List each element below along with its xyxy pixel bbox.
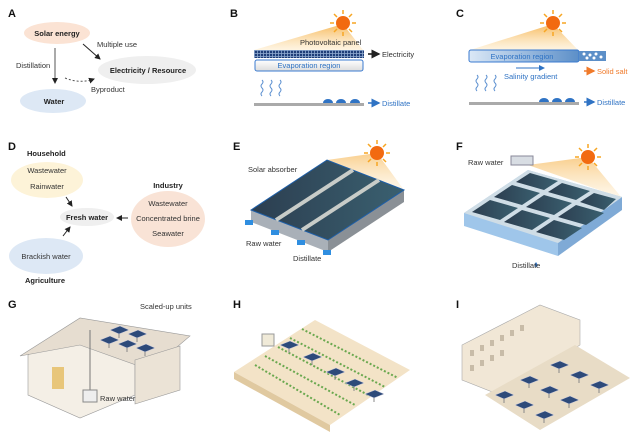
raw-water-label: Raw water	[468, 158, 504, 167]
panel-label-h: H	[233, 299, 241, 311]
raw-water-label: Raw water	[246, 239, 282, 248]
byproduct-label: Byproduct	[91, 85, 126, 94]
industry-title: Industry	[153, 181, 183, 190]
sunlight-beam	[327, 153, 404, 190]
distillate-output: Distillate	[597, 98, 625, 107]
electricity-label: Electricity / Resource	[110, 66, 186, 75]
panel-i: I	[456, 299, 630, 430]
water-label: Water	[44, 97, 65, 106]
gap	[274, 168, 355, 222]
raw-water-tank	[510, 155, 534, 166]
distillate-output: Distillate	[382, 99, 410, 108]
multiple-use-arrow	[82, 43, 101, 60]
vapor-icon	[475, 74, 479, 92]
panel-e: E Solar absorber Raw water Distillate	[233, 139, 406, 263]
arrow	[65, 196, 73, 207]
panel-label-i: I	[456, 299, 459, 311]
agriculture-node	[9, 238, 83, 274]
panel-label-b: B	[230, 8, 238, 20]
water-node	[20, 89, 86, 113]
units-label: Scaled-up units	[140, 302, 192, 311]
droplets	[539, 98, 575, 102]
panel-f: F Raw water Distillate	[456, 141, 622, 270]
industry-item: Wastewater	[148, 199, 188, 208]
electricity-node	[98, 56, 196, 84]
evaporation-label: Evaporation region	[491, 52, 554, 61]
multiple-use-label: Multiple use	[97, 40, 137, 49]
fresh-water-node	[60, 208, 114, 226]
arrow	[62, 226, 71, 237]
photovoltaic-panel	[254, 50, 364, 58]
household-item: Wastewater	[27, 166, 67, 175]
electricity-output: Electricity	[382, 50, 414, 59]
household-node	[11, 162, 83, 198]
salt-crystal-dots	[582, 52, 603, 60]
water-channels	[245, 220, 331, 255]
vapor-icon	[269, 79, 273, 97]
panel-label-g: G	[8, 299, 17, 311]
crop-rows	[254, 328, 399, 416]
distillation-label: Distillation	[16, 61, 50, 70]
vapor-icon	[260, 79, 264, 97]
sunlight-beam	[470, 24, 578, 50]
panel-label-f: F	[456, 141, 463, 153]
household-title: Household	[27, 149, 66, 158]
raw-water-label: Raw water	[100, 394, 136, 403]
panel-a: A Solar energy Electricity / Resource Wa…	[8, 8, 196, 113]
salinity-label: Salinity gradient	[504, 72, 558, 81]
sunlight-beam	[528, 157, 622, 198]
solar-energy-label: Solar energy	[34, 29, 80, 38]
farm-field	[234, 320, 410, 425]
house-side	[134, 345, 181, 405]
gap	[300, 178, 381, 232]
solar-energy-node	[24, 22, 90, 44]
distillate-label: Distillate	[293, 254, 321, 263]
panel-label-c: C	[456, 8, 464, 20]
panel-label-e: E	[233, 141, 240, 153]
salt-crystals	[579, 51, 606, 61]
agriculture-item: Brackish water	[21, 252, 71, 261]
evaporation-region	[254, 59, 364, 72]
raw-water-bucket	[82, 389, 98, 403]
condenser-plate	[469, 102, 579, 105]
panel-g: G Scaled-up units Raw water	[8, 299, 192, 419]
panel-h: H	[233, 299, 410, 432]
panel-label-a: A	[8, 8, 16, 20]
vapor-icon	[493, 74, 497, 92]
fresh-water-label: Fresh water	[66, 213, 108, 222]
base-side	[558, 197, 622, 256]
panel-d: D Household Wastewater Rainwater Fresh w…	[8, 141, 205, 285]
absorber-label: Solar absorber	[248, 165, 298, 174]
condenser-plate	[254, 103, 364, 106]
household-item: Rainwater	[30, 182, 64, 191]
panel-c: C Evaporation region Salinity gradient S…	[456, 8, 628, 107]
industry-item: Concentrated brine	[136, 214, 200, 223]
building	[461, 304, 581, 396]
byproduct-arrow	[64, 77, 95, 84]
water-tank	[261, 333, 275, 347]
field-edge	[234, 372, 330, 432]
panel-label-d: D	[8, 141, 16, 153]
absorber-tiles	[472, 173, 616, 240]
droplets	[323, 99, 360, 103]
vapor-icon	[278, 79, 282, 97]
door	[52, 367, 64, 389]
agriculture-title: Agriculture	[25, 276, 65, 285]
panel-b: B Photovoltaic panel Evaporation region …	[230, 8, 414, 108]
solid-salt-output: Solid salt	[597, 67, 628, 76]
evaporation-label: Evaporation region	[278, 61, 341, 70]
pv-panel-label: Photovoltaic panel	[300, 38, 362, 47]
distillate-label: Distillate	[512, 261, 540, 270]
windows	[470, 325, 524, 371]
vapor-icon	[484, 74, 488, 92]
industry-node	[131, 191, 205, 247]
frame-side	[328, 190, 404, 252]
industry-item: Seawater	[152, 229, 184, 238]
droplet-icon	[534, 262, 538, 267]
yard	[485, 345, 630, 430]
